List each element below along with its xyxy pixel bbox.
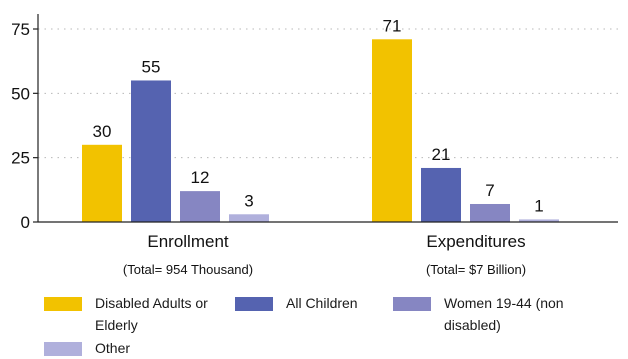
bars bbox=[82, 39, 559, 222]
bar-enrollment-4 bbox=[229, 214, 269, 222]
bar-enrollment-2 bbox=[131, 80, 171, 222]
category-subtitle-expenditures: (Total= $7 Billion) bbox=[426, 262, 526, 277]
x-axis: Enrollment (Total= 954 Thousand) Expendi… bbox=[37, 14, 618, 277]
bar-expenditures-3 bbox=[470, 203, 510, 222]
data-label-enrollment-4: 3 bbox=[244, 191, 253, 210]
data-label-enrollment-1: 30 bbox=[93, 122, 112, 141]
data-label-expenditures-2: 21 bbox=[432, 145, 451, 164]
y-tick-label-0: 0 bbox=[21, 213, 30, 232]
bar-expenditures-4 bbox=[519, 219, 559, 222]
bar-enrollment-3 bbox=[180, 191, 220, 222]
y-tick-label-50: 50 bbox=[11, 84, 30, 103]
bar-expenditures-1 bbox=[372, 39, 412, 222]
y-tick-label-25: 25 bbox=[11, 149, 30, 168]
gridlines bbox=[38, 28, 618, 159]
bar-expenditures-2 bbox=[421, 167, 461, 222]
data-label-expenditures-1: 71 bbox=[383, 16, 402, 35]
bar-enrollment-1 bbox=[82, 144, 122, 222]
y-axis: 0 25 50 75 bbox=[11, 20, 38, 232]
data-label-expenditures-4: 1 bbox=[534, 196, 543, 215]
data-label-expenditures-3: 7 bbox=[485, 181, 494, 200]
y-tick-label-75: 75 bbox=[11, 20, 30, 39]
data-label-enrollment-2: 55 bbox=[142, 57, 161, 76]
data-label-enrollment-3: 12 bbox=[191, 168, 210, 187]
category-subtitle-enrollment: (Total= 954 Thousand) bbox=[123, 262, 253, 277]
category-label-enrollment: Enrollment bbox=[147, 232, 229, 251]
category-label-expenditures: Expenditures bbox=[426, 232, 525, 251]
